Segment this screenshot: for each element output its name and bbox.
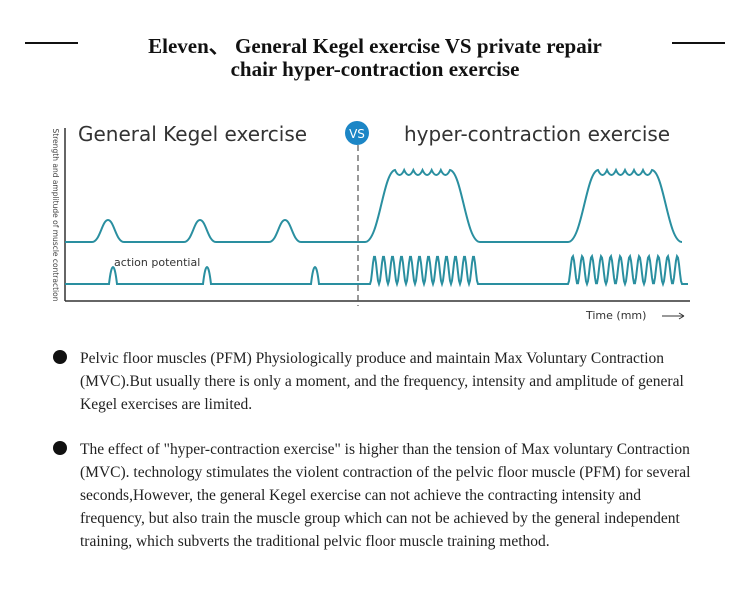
decor-line <box>25 42 78 44</box>
vs-label: VS <box>349 127 365 141</box>
paragraph: The effect of "hyper-contraction exercis… <box>80 441 691 550</box>
annotation: action potential <box>114 256 200 269</box>
paragraph: Pelvic floor muscles (PFM) Physiological… <box>80 350 684 413</box>
left-heading: General Kegel exercise <box>78 122 307 146</box>
bullet-dot <box>53 441 67 455</box>
decor-line <box>672 42 725 44</box>
title-line: chair hyper-contraction exercise <box>230 57 520 81</box>
waveform <box>65 167 683 243</box>
title-line: Eleven、 General Kegel exercise VS privat… <box>148 34 602 58</box>
y-label: Strength and amplitude of muscle contrac… <box>51 129 60 302</box>
vs-badge <box>345 121 369 145</box>
x-label: Time (mm) <box>585 309 646 322</box>
diagram: VS General Kegel exercise hyper-contract… <box>51 121 690 322</box>
right-heading: hyper-contraction exercise <box>404 122 670 146</box>
arrow <box>678 312 685 320</box>
waveform <box>65 253 688 288</box>
bullet-dot <box>53 350 67 364</box>
